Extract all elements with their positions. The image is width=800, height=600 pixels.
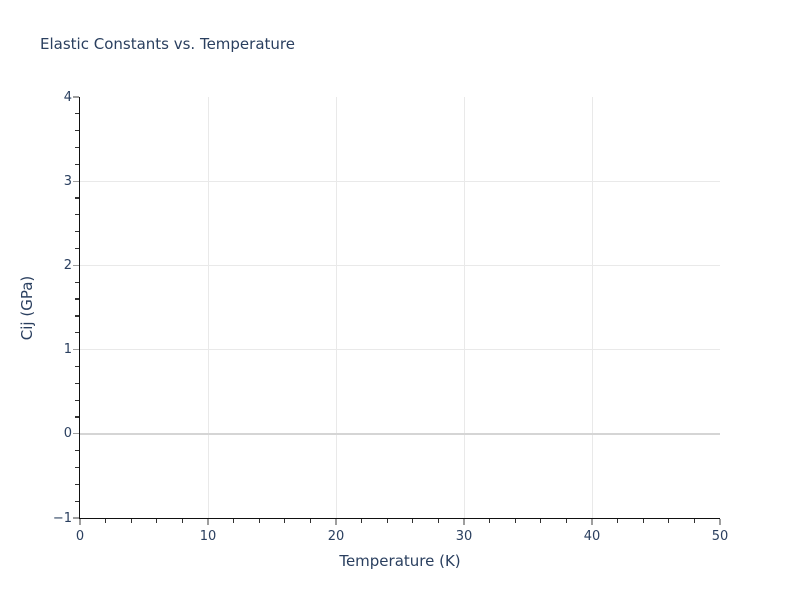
gridline-y-3 [80,180,720,182]
x-minor-tick [156,519,158,523]
y-axis-line [78,97,80,520]
x-minor-tick [437,519,439,523]
y-minor-tick [75,399,79,401]
y-minor-tick [75,500,79,502]
x-minor-tick [668,519,670,523]
x-minor-tick [412,519,414,523]
y-tick-label: 4 [63,89,72,105]
x-axis-title: Temperature (K) [339,552,461,570]
y-minor-tick [75,163,79,165]
gridline-x-30 [463,97,465,518]
y-minor-tick [75,365,79,368]
x-major-tick [719,519,721,526]
x-major-tick [79,519,81,526]
gridline-y-1 [80,349,720,351]
y-major-tick [72,433,79,435]
y-minor-tick [75,146,79,149]
y-major-tick [72,517,79,519]
gridline-x-20 [335,97,337,518]
x-minor-tick [233,519,235,523]
y-minor-tick [75,281,79,283]
x-minor-tick [693,519,695,523]
x-minor-tick [617,519,619,523]
x-minor-tick [540,519,542,523]
x-minor-tick [489,519,491,523]
y-major-tick [72,180,79,182]
zero-line [80,432,720,435]
y-tick-label: 2 [63,257,72,273]
y-minor-tick [75,382,79,384]
x-major-tick [463,519,465,526]
x-minor-tick [514,519,516,523]
x-minor-tick [642,519,644,523]
x-minor-tick [130,519,132,523]
x-tick-label: 50 [711,529,729,544]
x-tick-label: 40 [583,529,601,544]
y-minor-tick [75,483,79,485]
gridline-x-40 [591,97,593,518]
x-major-tick [207,519,209,526]
y-minor-tick [75,247,79,250]
chart-title: Elastic Constants vs. Temperature [40,35,295,53]
y-minor-tick [75,416,79,418]
x-minor-tick [565,519,567,523]
x-tick-label: 0 [75,529,85,544]
gridline-x-10 [207,97,209,518]
x-major-tick [335,519,337,526]
y-minor-tick [75,315,79,317]
x-axis-line [78,518,720,520]
x-minor-tick [284,519,286,523]
x-tick-label: 30 [455,529,473,544]
x-minor-tick [258,519,260,523]
y-tick-label: 3 [63,173,72,189]
y-major-tick [72,96,79,98]
x-minor-tick [361,519,363,523]
y-minor-tick [75,130,79,132]
plot-area: Temperature (K) Cij (GPa) 0 10 20 30 40 50 −1 0… [18,90,728,571]
y-tick-label: 1 [63,342,72,358]
y-minor-tick [75,231,79,233]
x-minor-tick [105,519,107,523]
y-minor-tick [75,298,79,300]
x-minor-tick [309,519,311,523]
x-minor-tick [386,519,388,523]
gridline-y-2 [80,264,720,266]
y-minor-tick [75,197,79,199]
y-minor-tick [75,450,79,452]
y-axis-title: Cij (GPa) [18,275,36,340]
y-major-tick [72,264,79,267]
x-tick-label: 20 [327,529,345,544]
y-tick-label: −1 [52,510,72,526]
y-minor-tick [75,214,79,216]
x-tick-label: 10 [199,529,217,544]
x-major-tick [591,519,593,526]
y-tick-label: 0 [63,426,72,442]
y-minor-tick [75,332,79,334]
y-major-tick [72,348,79,351]
y-minor-tick [75,466,79,469]
y-minor-tick [75,113,79,115]
x-minor-tick [181,519,183,523]
